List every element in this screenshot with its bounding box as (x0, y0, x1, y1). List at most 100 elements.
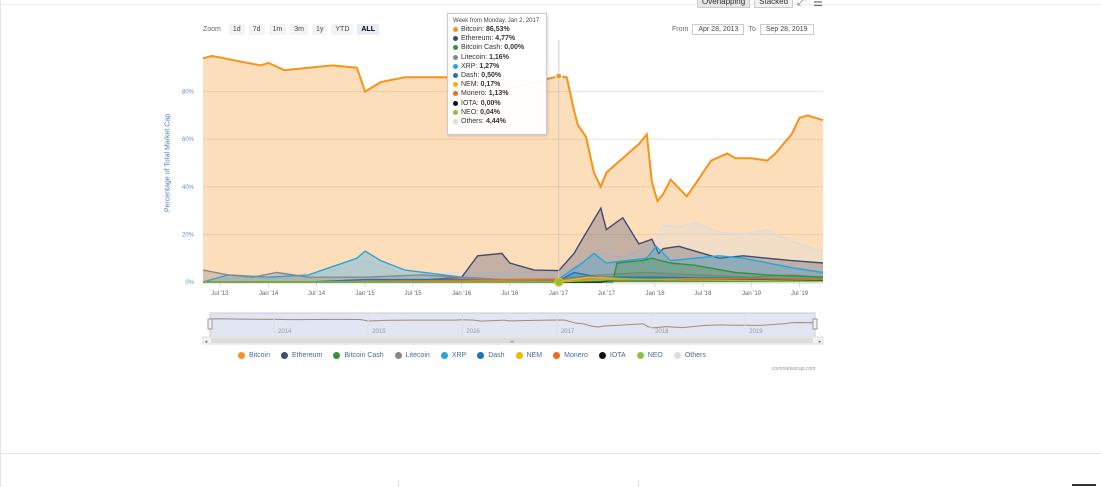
legend-item-bitcoin[interactable]: Bitcoin (238, 352, 270, 359)
legend-label: XRP (451, 352, 467, 359)
tooltip-series-name: Bitcoin: (461, 26, 484, 34)
series-dot-icon (453, 118, 458, 124)
line-neo (203, 278, 824, 283)
page-divider (0, 453, 1101, 454)
legend-label: Litecoin (405, 352, 430, 359)
area-others (203, 222, 823, 282)
legend-dot-icon (598, 352, 606, 359)
tooltip-row: Bitcoin Cash: 0,00% (453, 43, 541, 52)
tooltip-series-value: 0,04% (480, 108, 500, 116)
x-tick-label: Jul '15 (404, 291, 422, 297)
tooltip-series-value: 86,53% (485, 26, 510, 34)
y-tick-label: 40% (182, 185, 195, 191)
to-date-input[interactable]: Sep 28, 2019 (759, 24, 814, 35)
tooltip-series-name: Dash: (461, 72, 480, 80)
crosshair-marker (555, 72, 563, 80)
tooltip-series-name: Others: (461, 117, 484, 125)
series-dot-icon (453, 45, 458, 51)
mode-toggle: Overlapping Stacked (697, 0, 794, 8)
series-dot-icon (453, 27, 458, 33)
legend-label: Others (684, 352, 706, 359)
legend-dot-icon (333, 352, 341, 359)
zoom-controls: Zoom 1d 7d 1m 3m 1y YTD ALL (203, 24, 379, 35)
tooltip-series-value: 1,13% (488, 90, 509, 98)
tooltip-series-value: 0,17% (480, 81, 501, 89)
footer-divider (398, 480, 399, 487)
x-tick-label: Jan '18 (645, 291, 665, 297)
chart-legend: Bitcoin Ethereum Bitcoin Cash Litecoin XRP Da… (238, 352, 706, 359)
legend-dot-icon (238, 352, 245, 359)
x-tick-label: Jul '14 (308, 291, 326, 297)
tooltip-series-name: XRP: (461, 62, 478, 70)
zoom-all-button[interactable]: ALL (357, 24, 379, 35)
tooltip-series-name: Bitcoin Cash: (461, 44, 503, 52)
navigator-tick-label: 2018 (655, 329, 669, 335)
tooltip-row: Dash: 0,50% (453, 71, 541, 80)
zoom-3m-button[interactable]: 3m (290, 24, 308, 35)
navigator-handle (812, 318, 818, 330)
area-nem (203, 277, 823, 282)
zoom-1m-button[interactable]: 1m (268, 24, 287, 35)
legend-item-nem[interactable]: NEM (515, 352, 542, 359)
line-xrp (202, 245, 824, 283)
from-date-input[interactable]: Apr 28, 2013 (692, 24, 745, 35)
legend-item-bitcoin-cash[interactable]: Bitcoin Cash (333, 352, 384, 359)
series-areas (202, 54, 824, 283)
tooltip-series-value: 0,00% (504, 44, 525, 52)
legend-item-iota[interactable]: IOTA (598, 352, 626, 359)
x-tick-label: Jan '17 (549, 291, 569, 297)
legend-dot-icon (673, 352, 681, 359)
zoom-7d-button[interactable]: 7d (248, 24, 265, 35)
tooltip-series-value: 4,77% (495, 35, 516, 43)
legend-label: Ethereum (292, 352, 323, 359)
zoom-1y-button[interactable]: 1y (311, 24, 328, 35)
zoom-ytd-button[interactable]: YTD (331, 24, 354, 35)
legend-item-ethereum[interactable]: Ethereum (281, 352, 322, 359)
footer-mark (1072, 484, 1096, 486)
legend-item-xrp[interactable]: XRP (440, 352, 467, 359)
tooltip-series-name: NEO: (461, 108, 479, 116)
legend-item-monero[interactable]: Monero (553, 352, 588, 359)
stacked-button[interactable]: Stacked (754, 0, 794, 8)
tooltip-row: NEO: 0,04% (453, 108, 541, 117)
legend-item-others[interactable]: Others (673, 352, 706, 359)
navigator-series (209, 318, 816, 329)
navigator-tick-label: 2019 (749, 329, 763, 335)
x-tick-label: Jul '13 (211, 291, 229, 297)
legend-dot-icon (636, 352, 644, 359)
series-dot-icon (453, 73, 458, 79)
zoom-1d-button[interactable]: 1d (228, 24, 245, 35)
y-axis-labels: 0% 20% 40% 60% 80% (182, 90, 195, 286)
tooltip-series-name: Litecoin: (461, 53, 488, 61)
tooltip-row: Others: 4,44% (453, 117, 541, 126)
footer-divider (638, 480, 639, 487)
navigator-tick-label: 2015 (372, 329, 386, 335)
navigator-tick-label: 2017 (561, 329, 575, 335)
legend-item-dash[interactable]: Dash (477, 352, 505, 359)
chart-tooltip: Week from Monday, Jan 2, 2017 Bitcoin: 86… (447, 13, 547, 135)
tooltip-series-name: Ethereum: (461, 35, 494, 43)
fullscreen-icon[interactable]: ⤢ (797, 0, 806, 8)
menu-icon[interactable]: ☰ (813, 0, 823, 9)
legend-dot-icon (553, 352, 561, 359)
series-dot-icon (453, 82, 458, 88)
legend-item-litecoin[interactable]: Litecoin (394, 352, 430, 359)
area-ethereum (203, 208, 823, 282)
legend-dot-icon (440, 352, 448, 359)
navigator-handle (207, 318, 213, 330)
tooltip-series-name: Monero: (461, 90, 487, 98)
legend-dot-icon (515, 352, 523, 359)
legend-label: IOTA (609, 352, 626, 359)
date-range: From Apr 28, 2013 To Sep 28, 2019 (672, 24, 814, 35)
tooltip-row: Monero: 1,13% (453, 89, 541, 98)
x-tick-label: Jul '16 (501, 291, 519, 297)
navigator-scrollbar-thumb (211, 338, 813, 343)
crosshair (554, 40, 564, 287)
line-others (202, 221, 824, 281)
legend-label: Bitcoin (249, 352, 271, 359)
legend-item-neo[interactable]: NEO (636, 352, 663, 359)
navigator[interactable]: 2014 2015 2016 2017 2018 2019 ◂ ▸ III (202, 312, 824, 345)
overlapping-button[interactable]: Overlapping (697, 0, 751, 8)
x-tick-label: Jul '17 (598, 291, 616, 297)
